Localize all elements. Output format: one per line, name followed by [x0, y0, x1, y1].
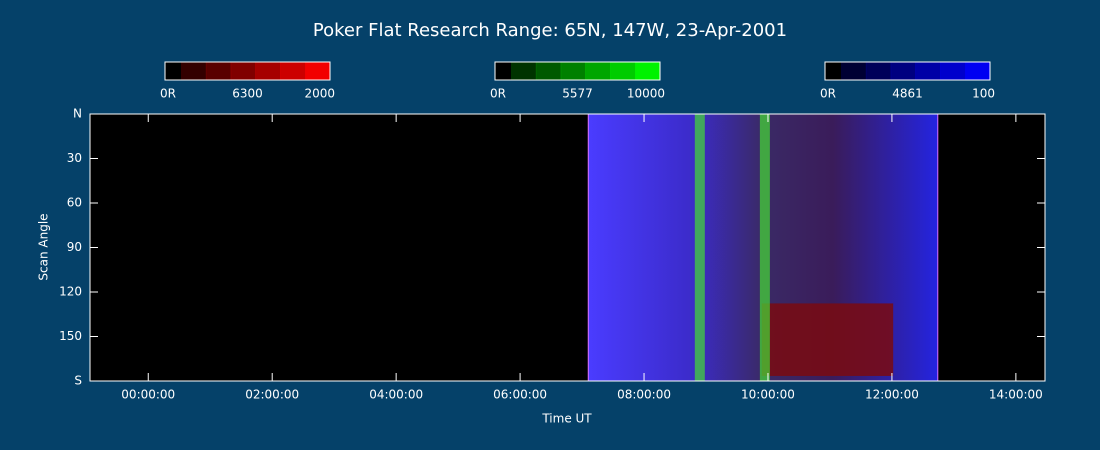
colorbar-step [230, 62, 256, 80]
colorbar-step [635, 62, 661, 80]
x-tick-label: 06:00:00 [493, 388, 547, 402]
y-tick-label: 120 [59, 285, 82, 299]
colorbar-frame [824, 61, 991, 81]
colorbar-step [205, 62, 232, 80]
x-tick-label: 14:00:00 [989, 388, 1043, 402]
y-tick-label: 30 [67, 151, 82, 165]
colorbar-step [511, 62, 537, 80]
colorbar-frame [494, 61, 661, 81]
colorbar-min-label: 0R [820, 87, 836, 101]
x-axis-label: Time UT [541, 412, 592, 426]
green-arc [759, 114, 770, 381]
colorbar-step [585, 62, 611, 80]
colorbar-step [940, 62, 966, 80]
colorbar-step [305, 62, 331, 80]
y-axis-label: Scan Angle [37, 213, 51, 280]
y-tick-label: 150 [59, 329, 82, 343]
colorbar-step [535, 62, 562, 80]
x-tick-label: 02:00:00 [245, 388, 299, 402]
colorbar-step [865, 62, 892, 80]
colorbar-step [890, 62, 916, 80]
green-arc [694, 114, 705, 381]
colorbar-name: 6300 [232, 87, 263, 101]
chart-title: Poker Flat Research Range: 65N, 147W, 23… [313, 20, 787, 41]
x-tick-label: 10:00:00 [741, 388, 795, 402]
colorbar-min-label: 0R [160, 87, 176, 101]
colorbar-name: 4861 [892, 87, 923, 101]
colorbar-max-label: 2000 [304, 87, 335, 101]
colorbar-max-label: 10000 [627, 87, 665, 101]
colorbar-name: 5577 [562, 87, 593, 101]
y-tick-label: N [73, 107, 82, 121]
x-tick-label: 00:00:00 [121, 388, 175, 402]
x-tick-label: 04:00:00 [369, 388, 423, 402]
colorbar-step [841, 62, 867, 80]
colorbar-min-label: 0R [490, 87, 506, 101]
colorbar-step [280, 62, 306, 80]
colorbar-max-label: 100 [972, 87, 995, 101]
colorbar-frame [164, 61, 331, 81]
colorbar-step [560, 62, 586, 80]
x-tick-label: 08:00:00 [617, 388, 671, 402]
y-tick-label: S [74, 374, 82, 388]
red-patch [761, 303, 894, 376]
colorbar-step [181, 62, 207, 80]
x-tick-label: 12:00:00 [865, 388, 919, 402]
colorbar-step [610, 62, 636, 80]
colorbar-step [255, 62, 281, 80]
colorbar-step [965, 62, 991, 80]
y-tick-label: 90 [67, 240, 82, 254]
y-tick-label: 60 [67, 196, 82, 210]
colorbar-step [915, 62, 941, 80]
